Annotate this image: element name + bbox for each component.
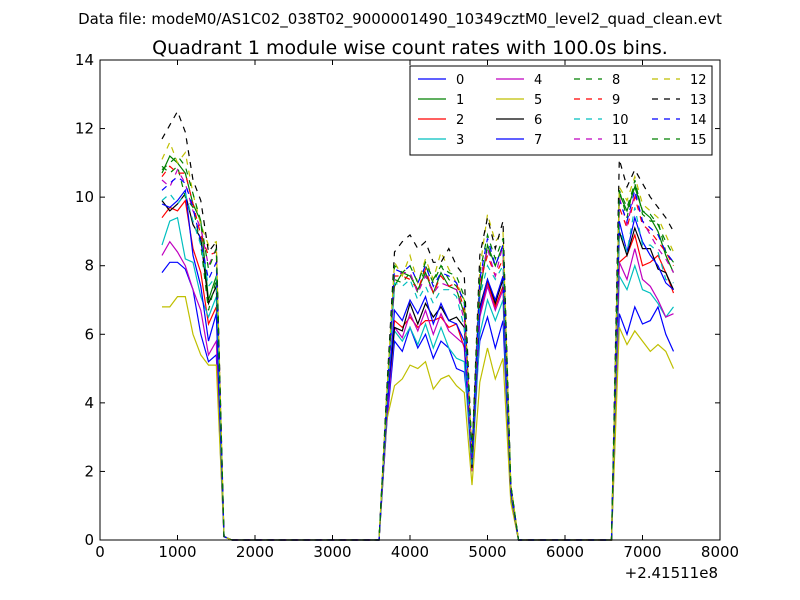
y-tick-label: 6 <box>84 325 94 343</box>
x-tick-label: 5000 <box>468 543 506 561</box>
legend-label-3: 3 <box>456 133 464 148</box>
legend-label-13: 13 <box>690 93 707 108</box>
series-line-8 <box>161 165 674 541</box>
series-line-13 <box>161 109 675 541</box>
y-tick-label: 0 <box>84 531 94 549</box>
x-tick-label: 0 <box>95 543 105 561</box>
legend-label-12: 12 <box>690 73 707 88</box>
series-line-6 <box>161 192 675 541</box>
legend-label-6: 6 <box>534 113 542 128</box>
legend-label-15: 15 <box>690 133 707 148</box>
series-line-4 <box>161 240 674 541</box>
series-line-15 <box>161 155 675 541</box>
y-tick-label: 2 <box>84 462 94 480</box>
chart-title: Quadrant 1 module wise count rates with … <box>152 37 668 59</box>
x-tick-label: 3000 <box>313 543 351 561</box>
y-tick-label: 14 <box>75 51 94 69</box>
series-line-7 <box>161 188 674 541</box>
y-tick-label: 12 <box>75 120 94 138</box>
legend-label-9: 9 <box>612 93 620 108</box>
series-line-14 <box>161 175 674 541</box>
legend-label-10: 10 <box>612 113 629 128</box>
legend-label-2: 2 <box>456 113 464 128</box>
series-line-3 <box>161 216 674 541</box>
x-tick-label: 6000 <box>546 543 584 561</box>
series-line-5 <box>162 296 675 541</box>
data-file-label: Data file: modeM0/AS1C02_038T02_90000014… <box>78 10 722 29</box>
x-tick-label: 1000 <box>158 543 196 561</box>
legend-label-11: 11 <box>612 133 629 148</box>
legend-label-0: 0 <box>456 73 464 88</box>
series-line-9 <box>161 165 675 541</box>
plot-frame <box>99 59 721 541</box>
legend-box <box>409 65 713 156</box>
legend-label-7: 7 <box>534 133 542 148</box>
y-tick-label: 8 <box>84 257 94 275</box>
series-layer <box>161 109 675 541</box>
series-line-10 <box>161 192 674 541</box>
x-offset-label: +2.41511e8 <box>625 564 718 582</box>
series-line-2 <box>161 199 675 541</box>
x-tick-label: 7000 <box>623 543 661 561</box>
series-line-11 <box>161 168 675 541</box>
y-tick-label: 4 <box>84 394 94 412</box>
legend-label-4: 4 <box>534 73 542 88</box>
legend-label-5: 5 <box>534 93 542 108</box>
x-tick-label: 8000 <box>701 543 739 561</box>
legend-label-8: 8 <box>612 73 620 88</box>
series-line-0 <box>161 261 675 541</box>
x-tick-label: 4000 <box>391 543 429 561</box>
legend-label-1: 1 <box>456 93 464 108</box>
x-tick-label: 2000 <box>236 543 274 561</box>
series-line-12 <box>161 140 675 541</box>
y-tick-label: 10 <box>75 188 94 206</box>
legend-label-14: 14 <box>690 113 707 128</box>
axis-ticks: 0 1000 2000 3000 4000 5000 6000 7000 80000246810… <box>75 51 739 561</box>
